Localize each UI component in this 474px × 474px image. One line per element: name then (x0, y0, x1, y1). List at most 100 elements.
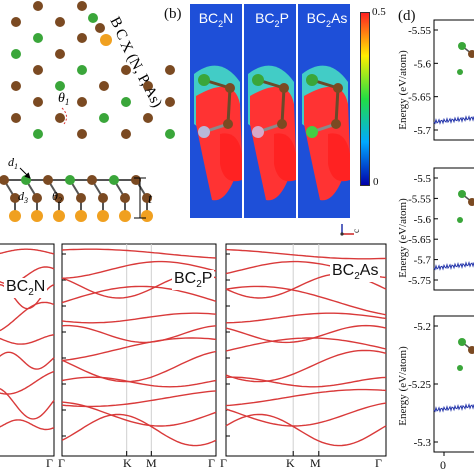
panel-d-letter: (d) (398, 8, 416, 24)
band-line (225, 402, 387, 427)
side-atom-x (97, 210, 109, 222)
colorbar (360, 12, 370, 186)
band-line (225, 312, 387, 324)
kpath-m-2: M (146, 456, 157, 470)
side-atom-mid (10, 193, 20, 203)
band-line (225, 388, 387, 407)
energy-trace (433, 261, 474, 271)
side-atom-mid (142, 193, 152, 203)
panel-d: (d) -5.55 -5.6 -5.65 -5.7 -5.5 -5.55 -5.6 -5.65… (392, 0, 474, 474)
side-atom-top (0, 175, 9, 185)
energy-ylabel-2: Energy (eV/atom) (397, 198, 409, 278)
theta1-label: θ1 (58, 91, 69, 107)
theta1-arc (61, 107, 68, 125)
band-line (0, 334, 55, 345)
map-bond (334, 87, 340, 125)
kpath-gamma-end-3: Γ (375, 456, 382, 470)
lattice-atom (55, 113, 65, 123)
lattice-atom (165, 65, 175, 75)
band-line (225, 248, 387, 260)
side-atom-mid (76, 193, 86, 203)
lattice-atom (33, 65, 43, 75)
lattice-atom (77, 129, 87, 139)
map-atom-carbon (279, 83, 289, 93)
energy-ytick-label: -5.5 (414, 173, 432, 185)
x-legend-atom (100, 34, 112, 46)
map-atom-boron (306, 74, 318, 86)
side-atom-mid (54, 193, 64, 203)
charge-density-maps (190, 4, 350, 218)
lattice-atom (165, 129, 175, 139)
side-atom-top (87, 175, 97, 185)
side-atom-x (75, 210, 87, 222)
lattice-atom (11, 113, 21, 123)
band-line (225, 413, 387, 447)
band-line (0, 248, 55, 255)
lattice-atom (55, 49, 65, 59)
band-line (225, 337, 387, 352)
map-atom-carbon (277, 119, 287, 129)
band-frame (225, 243, 387, 457)
side-atom-x (141, 210, 153, 222)
map-atom-x (198, 126, 210, 138)
carbon-legend-atom (95, 23, 105, 33)
energy-ytick-label: -5.65 (408, 92, 431, 104)
band-line (61, 285, 217, 304)
kpath-gamma-end-1: Γ (46, 456, 53, 470)
lattice-atom (165, 97, 175, 107)
inset-atom (458, 42, 466, 50)
side-view (0, 175, 153, 222)
band-frame (61, 243, 217, 457)
band-line (61, 350, 217, 383)
band-line (225, 285, 387, 316)
axis-indicator (340, 224, 354, 236)
band-line (61, 260, 217, 279)
lattice-atom (55, 81, 65, 91)
band-label-bc2as: BC2As (330, 262, 381, 283)
energy-xtick-0: 0 (440, 458, 446, 472)
map-atom-boron (198, 74, 210, 86)
inset-atom (458, 190, 466, 198)
density-core (274, 133, 296, 182)
lattice-atom (33, 1, 43, 11)
map-atom-carbon (333, 83, 343, 93)
energy-ytick-label: -5.6 (414, 58, 432, 70)
band-line (61, 390, 217, 408)
lattice-atom (143, 113, 153, 123)
energy-ytick-label: -5.6 (414, 214, 432, 226)
kpath-k-2: K (123, 456, 132, 470)
band-label-bc2p: BC2P (172, 270, 215, 291)
kpath-gamma-start-2: Γ (58, 456, 65, 470)
band-line (61, 413, 217, 447)
energy-plot-frame (433, 167, 474, 291)
side-atom-top (43, 175, 53, 185)
map-atom-carbon (225, 83, 235, 93)
energy-ytick-label: -5.2 (414, 321, 431, 333)
map-atom-x (252, 126, 264, 138)
energy-ytick-label: -5.25 (408, 379, 431, 391)
kpath-gamma-start-3: Γ (220, 456, 227, 470)
band-line (0, 387, 55, 420)
energy-ytick-label: -5.65 (408, 234, 431, 246)
inset-atom (457, 69, 463, 75)
inset-atom (457, 217, 463, 223)
lattice-atom (143, 81, 153, 91)
band-frame (0, 243, 55, 457)
side-atom-top (65, 175, 75, 185)
lattice-atom (99, 113, 109, 123)
lattice-atom (11, 49, 21, 59)
energy-plot-frame (433, 315, 474, 453)
inset-atom (457, 365, 463, 371)
map-atom-x (306, 126, 318, 138)
panel-b: (b) BC2N BC2P BC2As 0.5 0 c (160, 0, 395, 240)
lattice-atom (33, 129, 43, 139)
energy-ytick-label: -5.55 (408, 25, 431, 37)
panel-a-lattice: B C X (N, P, As) θ1 d1 d3 θ2 t (0, 1, 175, 222)
d3-label: d3 (18, 189, 28, 205)
band-line (225, 349, 387, 383)
map-atom-boron (252, 74, 264, 86)
lattice-atom (121, 129, 131, 139)
energy-trace (433, 403, 474, 413)
kpath-m-3: M (310, 456, 321, 470)
lattice-atom (11, 81, 21, 91)
